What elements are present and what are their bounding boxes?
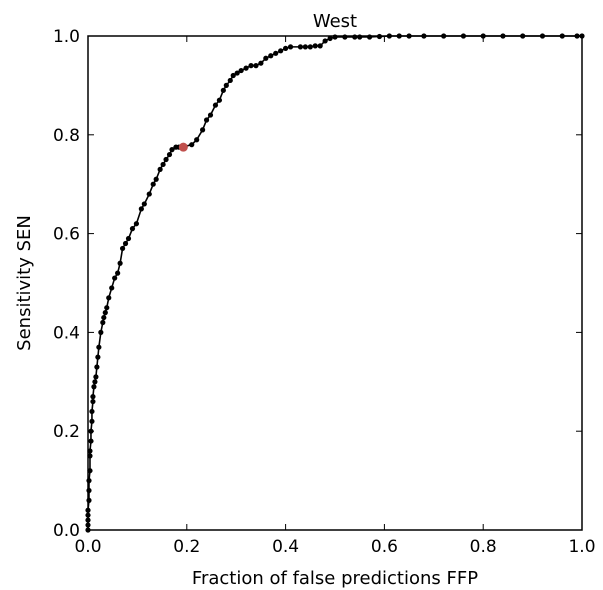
data-point — [109, 285, 115, 291]
data-point — [212, 102, 219, 108]
data-point — [86, 478, 92, 484]
data-point — [169, 147, 175, 153]
data-point — [91, 384, 97, 390]
data-point — [268, 53, 274, 59]
data-point — [129, 226, 136, 232]
data-point — [93, 374, 99, 380]
data-point — [106, 295, 112, 301]
data-point — [227, 77, 233, 84]
data-point — [230, 72, 236, 79]
data-point — [307, 44, 313, 50]
data-point — [203, 117, 210, 123]
data-point — [90, 398, 96, 405]
data-point — [92, 379, 98, 385]
data-point — [119, 245, 126, 252]
data-point — [220, 87, 226, 93]
data-point — [98, 329, 104, 335]
data-point — [138, 206, 144, 212]
x-tick-label: 0.0 — [74, 537, 101, 557]
data-point — [342, 34, 348, 40]
data-point — [89, 408, 95, 415]
data-point — [312, 43, 318, 49]
data-point — [223, 82, 229, 88]
x-tick-label: 0.8 — [470, 537, 497, 557]
data-point — [194, 137, 200, 143]
data-point — [133, 221, 140, 227]
data-point — [100, 319, 106, 326]
y-axis: 0.0 0.2 0.4 0.6 0.8 1.0 — [53, 27, 582, 541]
data-point — [104, 305, 110, 311]
data-point — [125, 235, 132, 242]
data-point — [189, 142, 195, 148]
y-tick-label: 0.2 — [53, 422, 80, 442]
data-point — [238, 67, 244, 74]
y-tick-label: 0.8 — [53, 126, 80, 146]
data-point — [163, 156, 169, 163]
highlight-point — [178, 142, 188, 152]
data-point — [278, 48, 284, 54]
y-tick-label: 0.4 — [53, 323, 80, 343]
data-point — [122, 240, 129, 247]
series-line — [87, 35, 582, 530]
data-point — [258, 60, 264, 66]
data-point — [357, 34, 363, 40]
data-point — [95, 354, 101, 360]
x-tick-label: 0.6 — [371, 537, 398, 557]
data-point — [332, 34, 338, 40]
y-tick-label: 0.0 — [53, 521, 80, 541]
data-point — [216, 97, 223, 103]
data-point — [102, 310, 108, 316]
data-point — [234, 70, 240, 76]
data-point — [86, 497, 92, 503]
data-point — [157, 166, 163, 172]
data-point — [115, 270, 121, 276]
data-point — [283, 45, 289, 51]
data-point — [166, 151, 173, 158]
data-point — [112, 275, 118, 281]
x-axis: 0.0 0.2 0.4 0.6 0.8 1.0 — [74, 36, 596, 557]
data-point — [200, 127, 206, 133]
data-point — [273, 50, 279, 56]
data-point — [90, 394, 96, 400]
data-point — [89, 418, 95, 424]
data-point — [88, 438, 94, 444]
data-point — [287, 44, 294, 50]
y-tick-label: 0.6 — [53, 225, 80, 245]
data-point — [207, 112, 214, 118]
x-tick-label: 1.0 — [568, 537, 595, 557]
data-point — [366, 34, 373, 40]
data-point — [317, 43, 323, 49]
data-point — [101, 314, 107, 321]
data-point — [327, 35, 333, 42]
data-point — [243, 65, 249, 71]
data-point — [150, 181, 156, 187]
data-point — [352, 34, 358, 40]
data-point — [153, 176, 159, 182]
data-point — [253, 63, 259, 69]
data-point — [263, 55, 269, 61]
data-point — [96, 344, 102, 350]
plot-frame — [87, 35, 583, 531]
data-point — [117, 260, 123, 266]
data-point — [322, 38, 328, 44]
data-point — [160, 161, 166, 168]
data-point — [248, 63, 254, 69]
y-tick-label: 1.0 — [53, 27, 80, 47]
x-tick-label: 0.4 — [272, 537, 299, 557]
data-point — [141, 201, 147, 207]
data-point — [302, 44, 308, 50]
chart-title: West — [313, 11, 357, 32]
x-tick-label: 0.2 — [173, 537, 200, 557]
x-axis-label: Fraction of false predictions FFP — [192, 568, 478, 589]
plot-area — [85, 33, 585, 533]
data-point — [146, 191, 152, 197]
data-point — [94, 364, 100, 370]
data-point — [86, 487, 92, 494]
y-axis-label: Sensitivity SEN — [14, 215, 35, 351]
data-point — [297, 44, 304, 50]
